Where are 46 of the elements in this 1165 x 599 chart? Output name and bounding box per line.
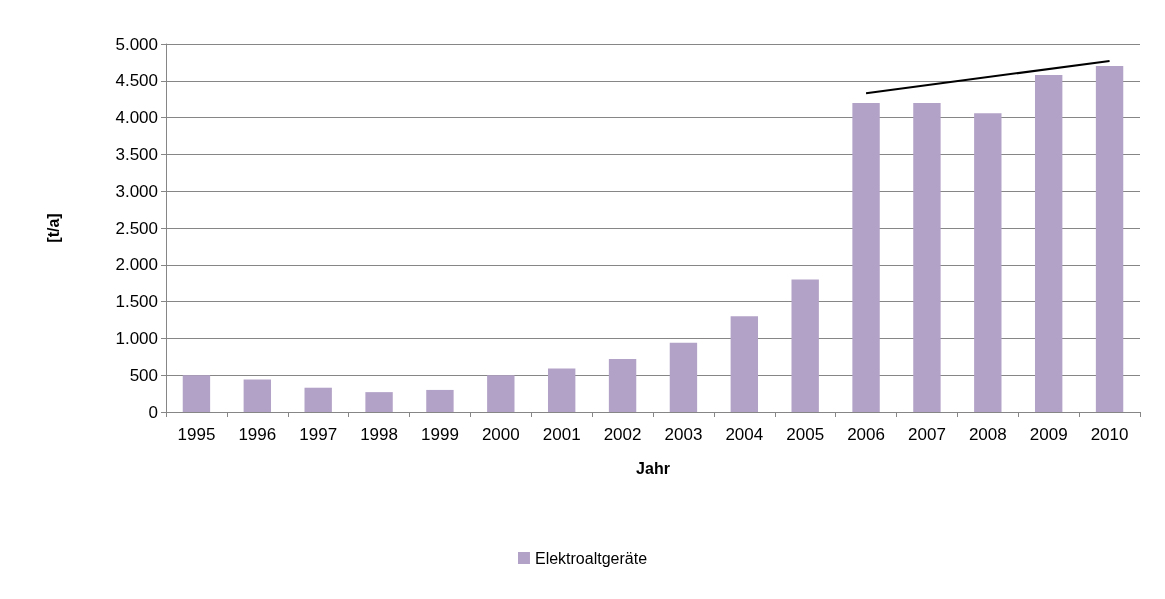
bar — [487, 375, 515, 412]
bar — [426, 389, 454, 412]
bar — [791, 279, 819, 412]
y-tick-label: 1.000 — [115, 328, 158, 348]
x-tick-label: 2003 — [664, 425, 703, 444]
y-tick-label: 3.500 — [115, 144, 158, 164]
y-tick-label: 1.500 — [115, 292, 158, 312]
x-tick-label: 1999 — [421, 425, 459, 444]
bar — [913, 102, 941, 412]
x-tick-label: 2009 — [1029, 425, 1068, 444]
y-tick-label: 5.000 — [115, 34, 158, 54]
y-tick-label: 2.000 — [115, 255, 158, 275]
x-tick-label: 1998 — [360, 425, 398, 444]
bar — [182, 375, 211, 412]
x-tick-label: 2010 — [1090, 425, 1129, 444]
y-tick-label: 4.500 — [115, 71, 158, 91]
x-tick-label: 1996 — [238, 425, 277, 444]
bar — [547, 368, 576, 412]
x-tick-label: 2001 — [542, 425, 581, 444]
y-tick-label: 2.500 — [115, 218, 158, 238]
bar — [1034, 74, 1063, 412]
x-tick-label: 1995 — [177, 425, 216, 444]
y-tick-label: 500 — [129, 365, 158, 385]
y-tick-label: 0 — [148, 402, 158, 422]
x-tick-label: 2007 — [908, 425, 946, 444]
y-axis-title: [t/a] — [44, 213, 62, 243]
x-tick-label: 2005 — [786, 425, 825, 444]
legend-label: Elektroaltgeräte — [534, 549, 648, 567]
x-tick-label: 2006 — [847, 425, 885, 444]
x-tick-label: 1997 — [299, 425, 338, 444]
bar — [243, 379, 272, 412]
bar — [852, 102, 880, 412]
x-tick-label: 2002 — [603, 425, 642, 444]
x-tick-label: 2008 — [968, 425, 1007, 444]
x-tick-label: 2000 — [481, 425, 520, 444]
y-tick-label: 4.000 — [115, 108, 158, 128]
bar — [974, 113, 1002, 412]
bar — [365, 392, 393, 412]
bar — [730, 316, 759, 412]
bar — [1095, 66, 1124, 412]
bar — [304, 387, 332, 412]
x-tick-label: 2004 — [725, 425, 764, 444]
bar — [669, 342, 698, 412]
y-tick-label: 3.000 — [115, 181, 158, 201]
x-axis-title: Jahr — [636, 459, 670, 477]
bar — [608, 359, 637, 412]
